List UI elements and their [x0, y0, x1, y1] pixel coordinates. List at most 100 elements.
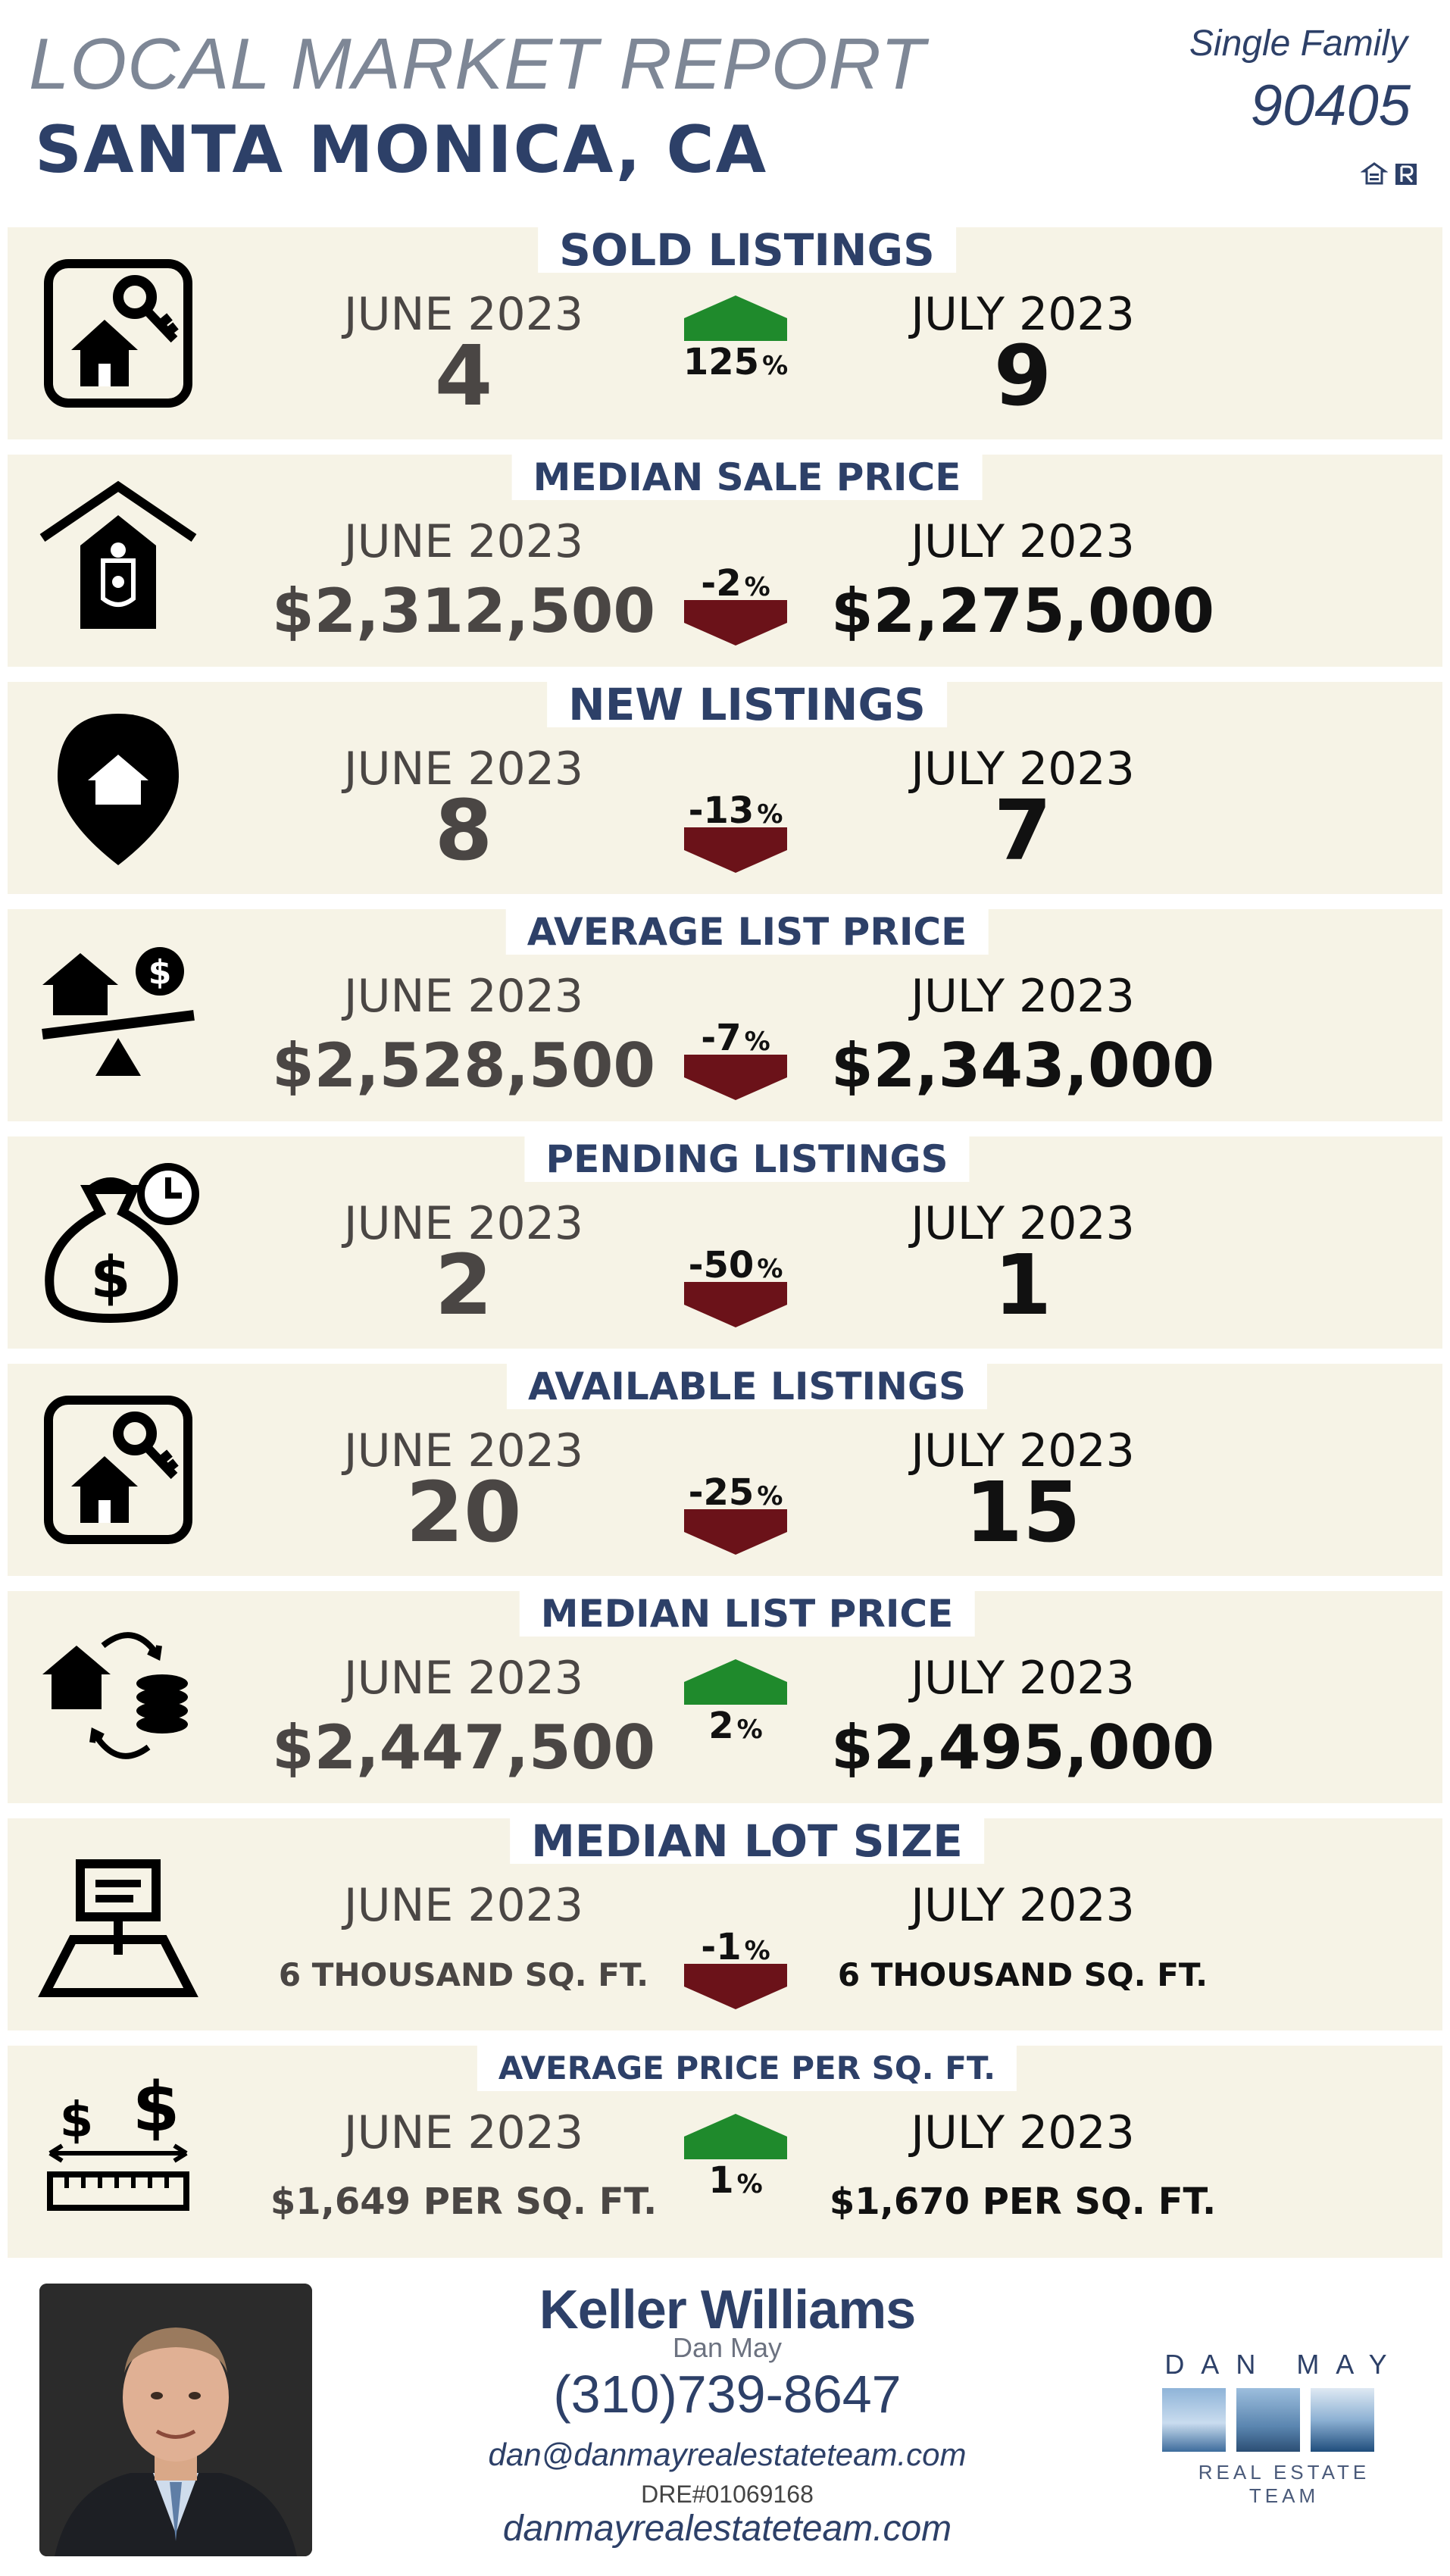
down-arrow-icon: [684, 1509, 787, 1555]
july-label: JULY 2023: [911, 1197, 1135, 1250]
percent-sign: %: [744, 572, 770, 602]
percent-sign: %: [757, 799, 783, 830]
team-logo-photos: [1162, 2388, 1374, 2452]
percent-change: 2%: [674, 1705, 797, 1747]
down-arrow-icon: [684, 827, 787, 873]
section-title: NEW LISTINGS: [547, 674, 947, 729]
percent-sign: %: [744, 1027, 770, 1057]
percent-sign: %: [736, 2169, 763, 2199]
lot-sign-icon: [35, 1841, 202, 2008]
percent-sign: %: [744, 1936, 770, 1966]
house-key-icon: [35, 1386, 202, 1553]
july-value: $2,495,000: [830, 1712, 1215, 1783]
june-value: 8: [434, 782, 493, 879]
section-title: MEDIAN LIST PRICE: [519, 1583, 975, 1637]
agent-photo: [39, 2284, 312, 2556]
june-value: $2,528,500: [271, 1030, 656, 1101]
percent-change: 125%: [674, 341, 797, 383]
percent-change: -7%: [674, 1017, 797, 1059]
section-title: SOLD LISTINGS: [538, 220, 956, 274]
stat-section: MEDIAN SALE PRICE JUNE 2023 $2,312,500 -2% J…: [8, 447, 1442, 667]
percent-value: -13: [688, 789, 755, 832]
june-label: JUNE 2023: [343, 970, 584, 1023]
stat-section: NEW LISTINGS JUNE 2023 8 -13% JULY 2023 7: [8, 674, 1442, 894]
percent-value: -7: [701, 1017, 742, 1059]
june-label: JUNE 2023: [343, 742, 584, 796]
up-arrow-icon: [684, 1659, 787, 1705]
june-value: $1,649 PER SQ. FT.: [270, 2181, 658, 2223]
stat-section: PENDING LISTINGS $ JUNE 2023 2 -50% JULY 2023…: [8, 1129, 1442, 1349]
percent-value: -2: [701, 562, 742, 605]
percent-value: -1: [701, 1926, 742, 1968]
team-logo-tagline: REAL ESTATE TEAM: [1198, 2461, 1370, 2507]
june-label: JUNE 2023: [343, 1652, 584, 1705]
website-link[interactable]: danmayrealestateteam.com: [502, 2509, 952, 2549]
down-arrow-icon: [684, 1282, 787, 1327]
svg-text:$: $: [133, 2068, 180, 2147]
percent-value: -25: [688, 1471, 755, 1514]
realtor-icon: [1392, 161, 1420, 188]
company-name: Keller Williams: [539, 2280, 917, 2340]
city-title: SANTA MONICA, CA: [35, 112, 768, 188]
june-label: JUNE 2023: [343, 288, 584, 341]
property-type: Single Family: [1189, 23, 1408, 64]
percent-change: -25%: [674, 1471, 797, 1514]
percent-sign: %: [736, 1715, 763, 1745]
july-label: JULY 2023: [911, 1424, 1135, 1477]
percent-change: -2%: [674, 562, 797, 605]
up-arrow-icon: [684, 2114, 787, 2159]
july-value: $1,670 PER SQ. FT.: [829, 2181, 1217, 2223]
percent-change: -1%: [674, 1926, 797, 1968]
house-key-icon: [35, 250, 202, 417]
section-title: AVERAGE LIST PRICE: [505, 902, 989, 955]
stat-section: MEDIAN LIST PRICE JUNE 2023 $2,447,500 2% JU…: [8, 1583, 1442, 1803]
july-label: JULY 2023: [911, 742, 1135, 796]
july-label: JULY 2023: [911, 515, 1135, 568]
june-value: 20: [405, 1464, 522, 1561]
july-value: 6 THOUSAND SQ. FT.: [837, 1956, 1208, 1993]
percent-value: 2: [708, 1705, 734, 1747]
percent-change: -50%: [674, 1244, 797, 1286]
july-label: JULY 2023: [911, 288, 1135, 341]
july-value: 1: [993, 1236, 1052, 1333]
june-label: JUNE 2023: [343, 1197, 584, 1250]
svg-text:$: $: [148, 953, 172, 992]
july-value: 9: [993, 327, 1052, 424]
percent-sign: %: [757, 1254, 783, 1284]
section-title: MEDIAN SALE PRICE: [511, 447, 983, 500]
agent-name: Dan May: [672, 2332, 783, 2363]
stat-section: AVAILABLE LISTINGS JUNE 2023 20 -25% JULY 20…: [8, 1356, 1442, 1576]
money-bag-clock-icon: $: [35, 1159, 202, 1326]
email-link[interactable]: dan@danmayrealestateteam.com: [488, 2437, 967, 2472]
stat-section: MEDIAN LOT SIZE JUNE 2023 6 THOUSAND SQ. F…: [8, 1811, 1442, 2030]
phone-link[interactable]: (310)739-8647: [553, 2365, 902, 2424]
dollar-ruler-icon: $ $: [35, 2068, 202, 2235]
june-value: 6 THOUSAND SQ. FT.: [278, 1956, 649, 1993]
section-title: MEDIAN LOT SIZE: [510, 1811, 984, 1865]
percent-value: 1: [708, 2159, 734, 2202]
july-value: 7: [993, 782, 1052, 879]
section-title: AVERAGE PRICE PER SQ. FT.: [477, 2038, 1017, 2091]
percent-change: 1%: [674, 2159, 797, 2202]
july-value: $2,275,000: [830, 576, 1215, 646]
july-label: JULY 2023: [911, 970, 1135, 1023]
june-value: $2,447,500: [271, 1712, 656, 1783]
zip-code: 90405: [1250, 73, 1411, 138]
location-pin-house-icon: [35, 705, 202, 871]
logo-photo-sky: [1162, 2388, 1226, 2452]
percent-change: -13%: [674, 789, 797, 832]
percent-value: 125: [683, 341, 760, 383]
june-value: $2,312,500: [271, 576, 656, 646]
house-scale-icon: $: [35, 932, 202, 1099]
down-arrow-icon: [684, 600, 787, 646]
june-label: JUNE 2023: [343, 1879, 584, 1932]
house-coins-exchange-icon: [35, 1614, 202, 1780]
svg-text:$: $: [60, 2093, 94, 2149]
license-number: DRE#01069168: [641, 2481, 814, 2508]
down-arrow-icon: [684, 1055, 787, 1100]
logo-photo-ocean: [1311, 2388, 1374, 2452]
price-tag-house-icon: [35, 477, 202, 644]
june-value: 2: [434, 1236, 493, 1333]
june-label: JUNE 2023: [343, 2106, 584, 2159]
up-arrow-icon: [684, 295, 787, 341]
